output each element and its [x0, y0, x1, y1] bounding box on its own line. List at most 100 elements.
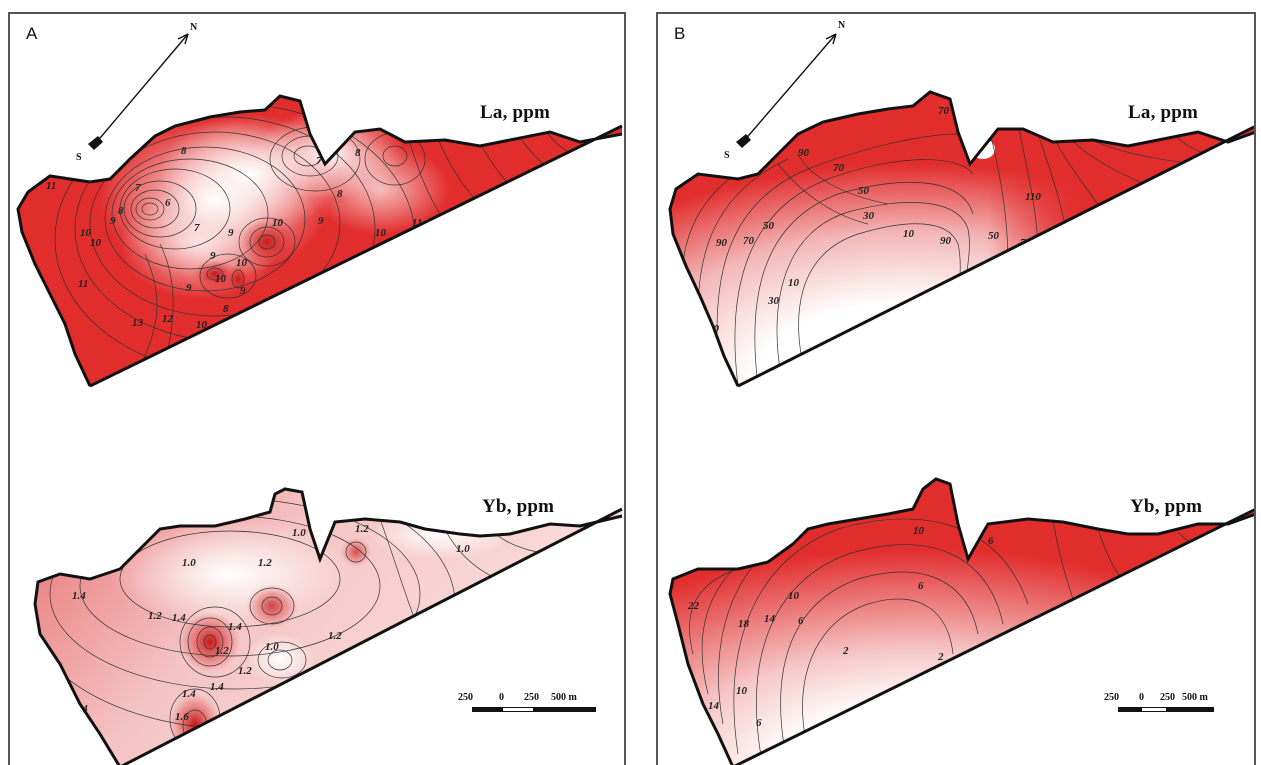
contour-label: 11 — [46, 180, 56, 192]
scale-label: 250 — [1160, 692, 1175, 703]
contour-label: 9 — [110, 215, 116, 227]
contour-label: 10 — [788, 590, 800, 602]
contour-label: 6 — [165, 197, 171, 209]
contour-label: 8 — [355, 147, 361, 159]
yb-coastline — [668, 477, 1254, 765]
contour-label: 70 — [833, 162, 845, 174]
contour-label: 8 — [181, 145, 187, 157]
contour-label: 1.2 — [215, 645, 229, 657]
contour-label: 110 — [1025, 191, 1041, 203]
panel-b: B La, ppm Yb, ppm — [656, 12, 1256, 765]
contour-label: 8 — [223, 303, 229, 315]
contour-label: 7 — [135, 182, 141, 194]
contour-label: 11 — [78, 278, 88, 290]
panel-label: A — [26, 24, 38, 43]
contour-label: 1.4 — [228, 621, 242, 633]
scale-label: 500 m — [1182, 692, 1209, 703]
compass-north-label: N — [190, 22, 198, 33]
scale-label: 500 m — [551, 692, 578, 703]
contour-label: 1.0 — [265, 641, 279, 653]
contour-label: 14 — [764, 613, 776, 625]
contour-label: 70 — [938, 105, 950, 117]
contour-label: 1.0 — [292, 527, 306, 539]
contour-label: 14 — [708, 700, 720, 712]
contour-label: 8 — [337, 188, 343, 200]
contour-label: 11 — [412, 217, 422, 229]
north-arrow-icon: N S — [76, 22, 198, 163]
contour-label: 12 — [35, 298, 47, 310]
contour-label: 30 — [862, 210, 875, 222]
contour-label: 9 — [186, 282, 192, 294]
contour-label: 1.4 — [72, 590, 86, 602]
contour-label: 6 — [988, 535, 994, 547]
scale-bar: 250 0 250 500 m — [458, 692, 596, 712]
yb-contour-map: 1.0 1.0 1.2 1.2 1.0 1.4 1.2 1.4 1.4 1.2 … — [35, 489, 622, 765]
contour-label: 7 — [194, 222, 200, 234]
contour-label: 130 — [1110, 205, 1127, 217]
map-title-yb: Yb, ppm — [1130, 496, 1203, 517]
contour-label: 9 — [240, 285, 246, 297]
panel-label: B — [674, 24, 686, 43]
contour-label: 10 — [375, 227, 387, 239]
contour-label: 6 — [756, 717, 762, 729]
contour-label: 10 — [90, 237, 102, 249]
north-arrow-icon: N S — [724, 20, 846, 161]
map-title-la: La, ppm — [480, 102, 551, 123]
contour-label: 8 — [118, 205, 124, 217]
contour-label: 1.4 — [182, 688, 196, 700]
scale-label: 250 — [458, 692, 473, 703]
contour-label: 1.0 — [456, 543, 470, 555]
contour-label: 1.2 — [238, 665, 252, 677]
contour-label: 18 — [738, 618, 750, 630]
maps-svg: 11 10 9 8 7 6 7 8 7 9 10 8 8 10 9 10 9 1… — [16, 22, 623, 765]
la-contour-labels: 11 10 9 8 7 6 7 8 7 9 10 8 8 10 9 10 9 1… — [35, 145, 422, 331]
map-title-yb: Yb, ppm — [482, 496, 555, 517]
contour-label: 9 — [228, 227, 234, 239]
contour-label: 2 — [842, 645, 849, 657]
scale-label: 0 — [499, 692, 504, 703]
compass-south-label: S — [76, 152, 82, 163]
contour-label: 1.2 — [148, 610, 162, 622]
contour-label: 2 — [797, 747, 804, 759]
la-coastline — [16, 94, 623, 388]
la-coastline — [668, 90, 1254, 388]
contour-label: 10 — [215, 273, 227, 285]
contour-label: 12 — [162, 313, 174, 325]
contour-label: 10 — [788, 277, 800, 289]
contour-label: 90 — [940, 235, 952, 247]
contour-label: 70 — [743, 235, 755, 247]
scale-label: 250 — [524, 692, 539, 703]
contour-label: 2 — [937, 651, 944, 663]
contour-label: 6 — [918, 580, 924, 592]
la-contour-map: 11 10 9 8 7 6 7 8 7 9 10 8 8 10 9 10 9 1… — [18, 96, 622, 386]
yb-contour-labels: 1.0 1.0 1.2 1.2 1.0 1.4 1.2 1.4 1.4 1.2 … — [72, 523, 470, 723]
contour-label: 90 — [798, 147, 810, 159]
contour-label: 1.2 — [328, 630, 342, 642]
contour-label: 10 — [80, 227, 92, 239]
panel-a: A La, ppm Yb, ppm — [8, 12, 626, 765]
scale-label: 0 — [1139, 692, 1144, 703]
contour-label: 50 — [858, 185, 870, 197]
contour-label: 10 — [236, 257, 248, 269]
contour-label: 1.4 — [172, 612, 186, 624]
scale-bar: 250 0 250 500 m — [1104, 692, 1214, 712]
contour-label: 1.4 — [210, 681, 224, 693]
contour-label: 10 — [736, 685, 748, 697]
scale-label: 250 — [1104, 692, 1119, 703]
compass-north-label: N — [838, 20, 846, 31]
contour-label: 1.2 — [258, 557, 272, 569]
yb-coastline — [33, 487, 623, 765]
contour-label: 22 — [687, 600, 700, 612]
contour-label: 10 — [903, 228, 915, 240]
contour-label: 50 — [763, 220, 775, 232]
maps-svg: 70 90 70 50 30 10 90 70 50 10 30 50 90 7… — [668, 20, 1254, 765]
contour-label: 50 — [988, 230, 1000, 242]
contour-label: 10 — [913, 525, 925, 537]
compass-south-label: S — [724, 150, 730, 161]
contour-label: 6 — [1013, 633, 1019, 645]
contour-label: 1.2 — [355, 523, 369, 535]
contour-label: 9 — [318, 215, 324, 227]
contour-label: 14 — [1220, 527, 1232, 539]
contour-label: 13 — [132, 317, 144, 329]
contour-label: 90 — [716, 237, 728, 249]
